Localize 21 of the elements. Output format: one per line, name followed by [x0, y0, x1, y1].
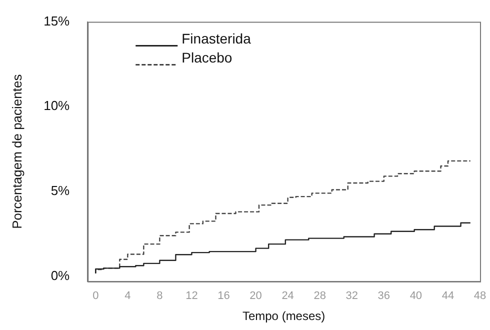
x-tick-label: 20	[250, 290, 262, 302]
legend-label: Placebo	[182, 50, 232, 66]
y-tick-label: 0%	[50, 268, 70, 283]
x-tick-label: 12	[186, 290, 198, 302]
y-tick-label: 15%	[44, 13, 70, 28]
x-axis-title: Tempo (meses)	[242, 309, 326, 324]
x-tick-label: 16	[218, 290, 230, 302]
y-tick-label: 10%	[44, 98, 70, 114]
x-tick-label: 36	[378, 290, 390, 302]
x-tick-label: 8	[156, 290, 163, 302]
y-axis-title: Porcentagem de pacientes	[9, 74, 24, 229]
x-tick-label: 0	[92, 290, 99, 302]
x-tick-label: 24	[282, 290, 294, 302]
legend-label: Finasterida	[182, 30, 252, 47]
x-tick-label: 44	[442, 290, 454, 302]
x-tick-label: 32	[346, 290, 358, 302]
x-tick-label: 40	[410, 290, 422, 302]
y-tick-label: 5%	[50, 183, 70, 198]
x-tick-label: 28	[314, 290, 326, 302]
x-tick-label: 4	[124, 290, 131, 302]
x-tick-label: 48	[474, 290, 486, 302]
